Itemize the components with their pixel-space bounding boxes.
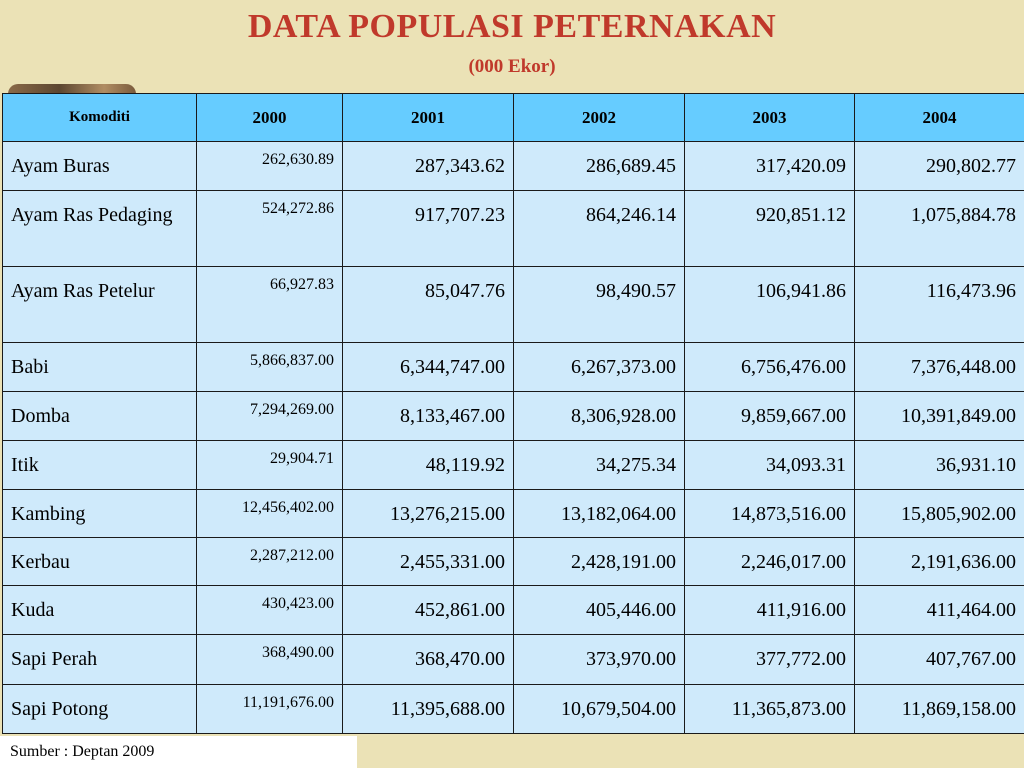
header-2002: 2002 [513, 93, 685, 142]
value-cell-2001: 452,861.00 [342, 585, 514, 635]
value-cell-2000: 66,927.83 [196, 266, 343, 343]
value-cell-2004: 411,464.00 [854, 585, 1024, 635]
value-cell-2001: 48,119.92 [342, 440, 514, 490]
value-cell-2002: 286,689.45 [513, 141, 685, 191]
table-row: Domba 7,294,269.00 8,133,467.00 8,306,928.0… [2, 391, 1024, 441]
value-cell-2002: 6,267,373.00 [513, 342, 685, 392]
table-header-row: Komoditi 2000 2001 2002 2003 2004 [2, 93, 1024, 142]
value-cell-2001: 287,343.62 [342, 141, 514, 191]
value-cell-2003: 14,873,516.00 [684, 489, 855, 538]
value-cell-2003: 2,246,017.00 [684, 537, 855, 586]
value-cell-2002: 8,306,928.00 [513, 391, 685, 441]
value-cell-2000: 11,191,676.00 [196, 684, 343, 734]
value-cell-2002: 2,428,191.00 [513, 537, 685, 586]
table-row: Sapi Perah 368,490.00 368,470.00 373,970.00… [2, 634, 1024, 685]
table-row: Ayam Ras Petelur 66,927.83 85,047.76 98,490… [2, 266, 1024, 343]
value-cell-2004: 2,191,636.00 [854, 537, 1024, 586]
value-cell-2003: 34,093.31 [684, 440, 855, 490]
value-cell-2003: 920,851.12 [684, 190, 855, 267]
value-cell-2003: 11,365,873.00 [684, 684, 855, 734]
value-cell-2002: 10,679,504.00 [513, 684, 685, 734]
value-cell-2000: 430,423.00 [196, 585, 343, 635]
value-cell-2002: 864,246.14 [513, 190, 685, 267]
value-cell-2000: 262,630.89 [196, 141, 343, 191]
value-cell-2001: 917,707.23 [342, 190, 514, 267]
value-cell-2000: 368,490.00 [196, 634, 343, 685]
value-cell-2002: 405,446.00 [513, 585, 685, 635]
value-cell-2004: 7,376,448.00 [854, 342, 1024, 392]
value-cell-2000: 29,904.71 [196, 440, 343, 490]
commodity-name: Ayam Ras Pedaging [2, 190, 197, 267]
value-cell-2004: 1,075,884.78 [854, 190, 1024, 267]
value-cell-2001: 8,133,467.00 [342, 391, 514, 441]
value-cell-2004: 10,391,849.00 [854, 391, 1024, 441]
header-komoditi: Komoditi [2, 93, 197, 142]
table-row: Kambing 12,456,402.00 13,276,215.00 13,182,… [2, 489, 1024, 538]
value-cell-2003: 6,756,476.00 [684, 342, 855, 392]
header-2000: 2000 [196, 93, 343, 142]
commodity-name: Sapi Potong [2, 684, 197, 734]
value-cell-2002: 34,275.34 [513, 440, 685, 490]
commodity-name: Babi [2, 342, 197, 392]
value-cell-2003: 317,420.09 [684, 141, 855, 191]
value-cell-2000: 2,287,212.00 [196, 537, 343, 586]
value-cell-2002: 373,970.00 [513, 634, 685, 685]
value-cell-2001: 13,276,215.00 [342, 489, 514, 538]
value-cell-2001: 2,455,331.00 [342, 537, 514, 586]
commodity-name: Domba [2, 391, 197, 441]
commodity-name: Itik [2, 440, 197, 490]
value-cell-2001: 6,344,747.00 [342, 342, 514, 392]
value-cell-2001: 85,047.76 [342, 266, 514, 343]
commodity-name: Kambing [2, 489, 197, 538]
livestock-population-table: Komoditi 2000 2001 2002 2003 2004 Ayam B… [2, 93, 1024, 734]
value-cell-2003: 377,772.00 [684, 634, 855, 685]
value-cell-2003: 106,941.86 [684, 266, 855, 343]
header-2001: 2001 [342, 93, 514, 142]
table-row: Ayam Buras 262,630.89 287,343.62 286,689.45… [2, 141, 1024, 191]
value-cell-2003: 9,859,667.00 [684, 391, 855, 441]
commodity-name: Ayam Buras [2, 141, 197, 191]
commodity-name: Kuda [2, 585, 197, 635]
header-2003: 2003 [684, 93, 855, 142]
value-cell-2001: 368,470.00 [342, 634, 514, 685]
table-row: Sapi Potong 11,191,676.00 11,395,688.00 10,… [2, 684, 1024, 734]
value-cell-2000: 524,272.86 [196, 190, 343, 267]
value-cell-2003: 411,916.00 [684, 585, 855, 635]
commodity-name: Kerbau [2, 537, 197, 586]
commodity-name: Sapi Perah [2, 634, 197, 685]
table-row: Itik 29,904.71 48,119.92 34,275.34 34,093.31… [2, 440, 1024, 490]
value-cell-2000: 12,456,402.00 [196, 489, 343, 538]
value-cell-2004: 36,931.10 [854, 440, 1024, 490]
value-cell-2004: 116,473.96 [854, 266, 1024, 343]
header-2004: 2004 [854, 93, 1024, 142]
value-cell-2004: 15,805,902.00 [854, 489, 1024, 538]
commodity-name: Ayam Ras Petelur [2, 266, 197, 343]
value-cell-2004: 407,767.00 [854, 634, 1024, 685]
table-row: Babi 5,866,837.00 6,344,747.00 6,267,373.00… [2, 342, 1024, 392]
page-title: DATA POPULASI PETERNAKAN [247, 8, 777, 45]
page-subtitle: (000 Ekor) [468, 56, 556, 77]
value-cell-2000: 5,866,837.00 [196, 342, 343, 392]
source-note: Sumber : Deptan 2009 [10, 743, 155, 760]
table-row: Kuda 430,423.00 452,861.00 405,446.00 411,91… [2, 585, 1024, 635]
table-row: Ayam Ras Pedaging 524,272.86 917,707.23 864… [2, 190, 1024, 267]
table-row: Kerbau 2,287,212.00 2,455,331.00 2,428,191.… [2, 537, 1024, 586]
value-cell-2002: 13,182,064.00 [513, 489, 685, 538]
source-box: Sumber : Deptan 2009 [0, 736, 357, 768]
value-cell-2002: 98,490.57 [513, 266, 685, 343]
value-cell-2000: 7,294,269.00 [196, 391, 343, 441]
value-cell-2004: 290,802.77 [854, 141, 1024, 191]
value-cell-2004: 11,869,158.00 [854, 684, 1024, 734]
value-cell-2001: 11,395,688.00 [342, 684, 514, 734]
